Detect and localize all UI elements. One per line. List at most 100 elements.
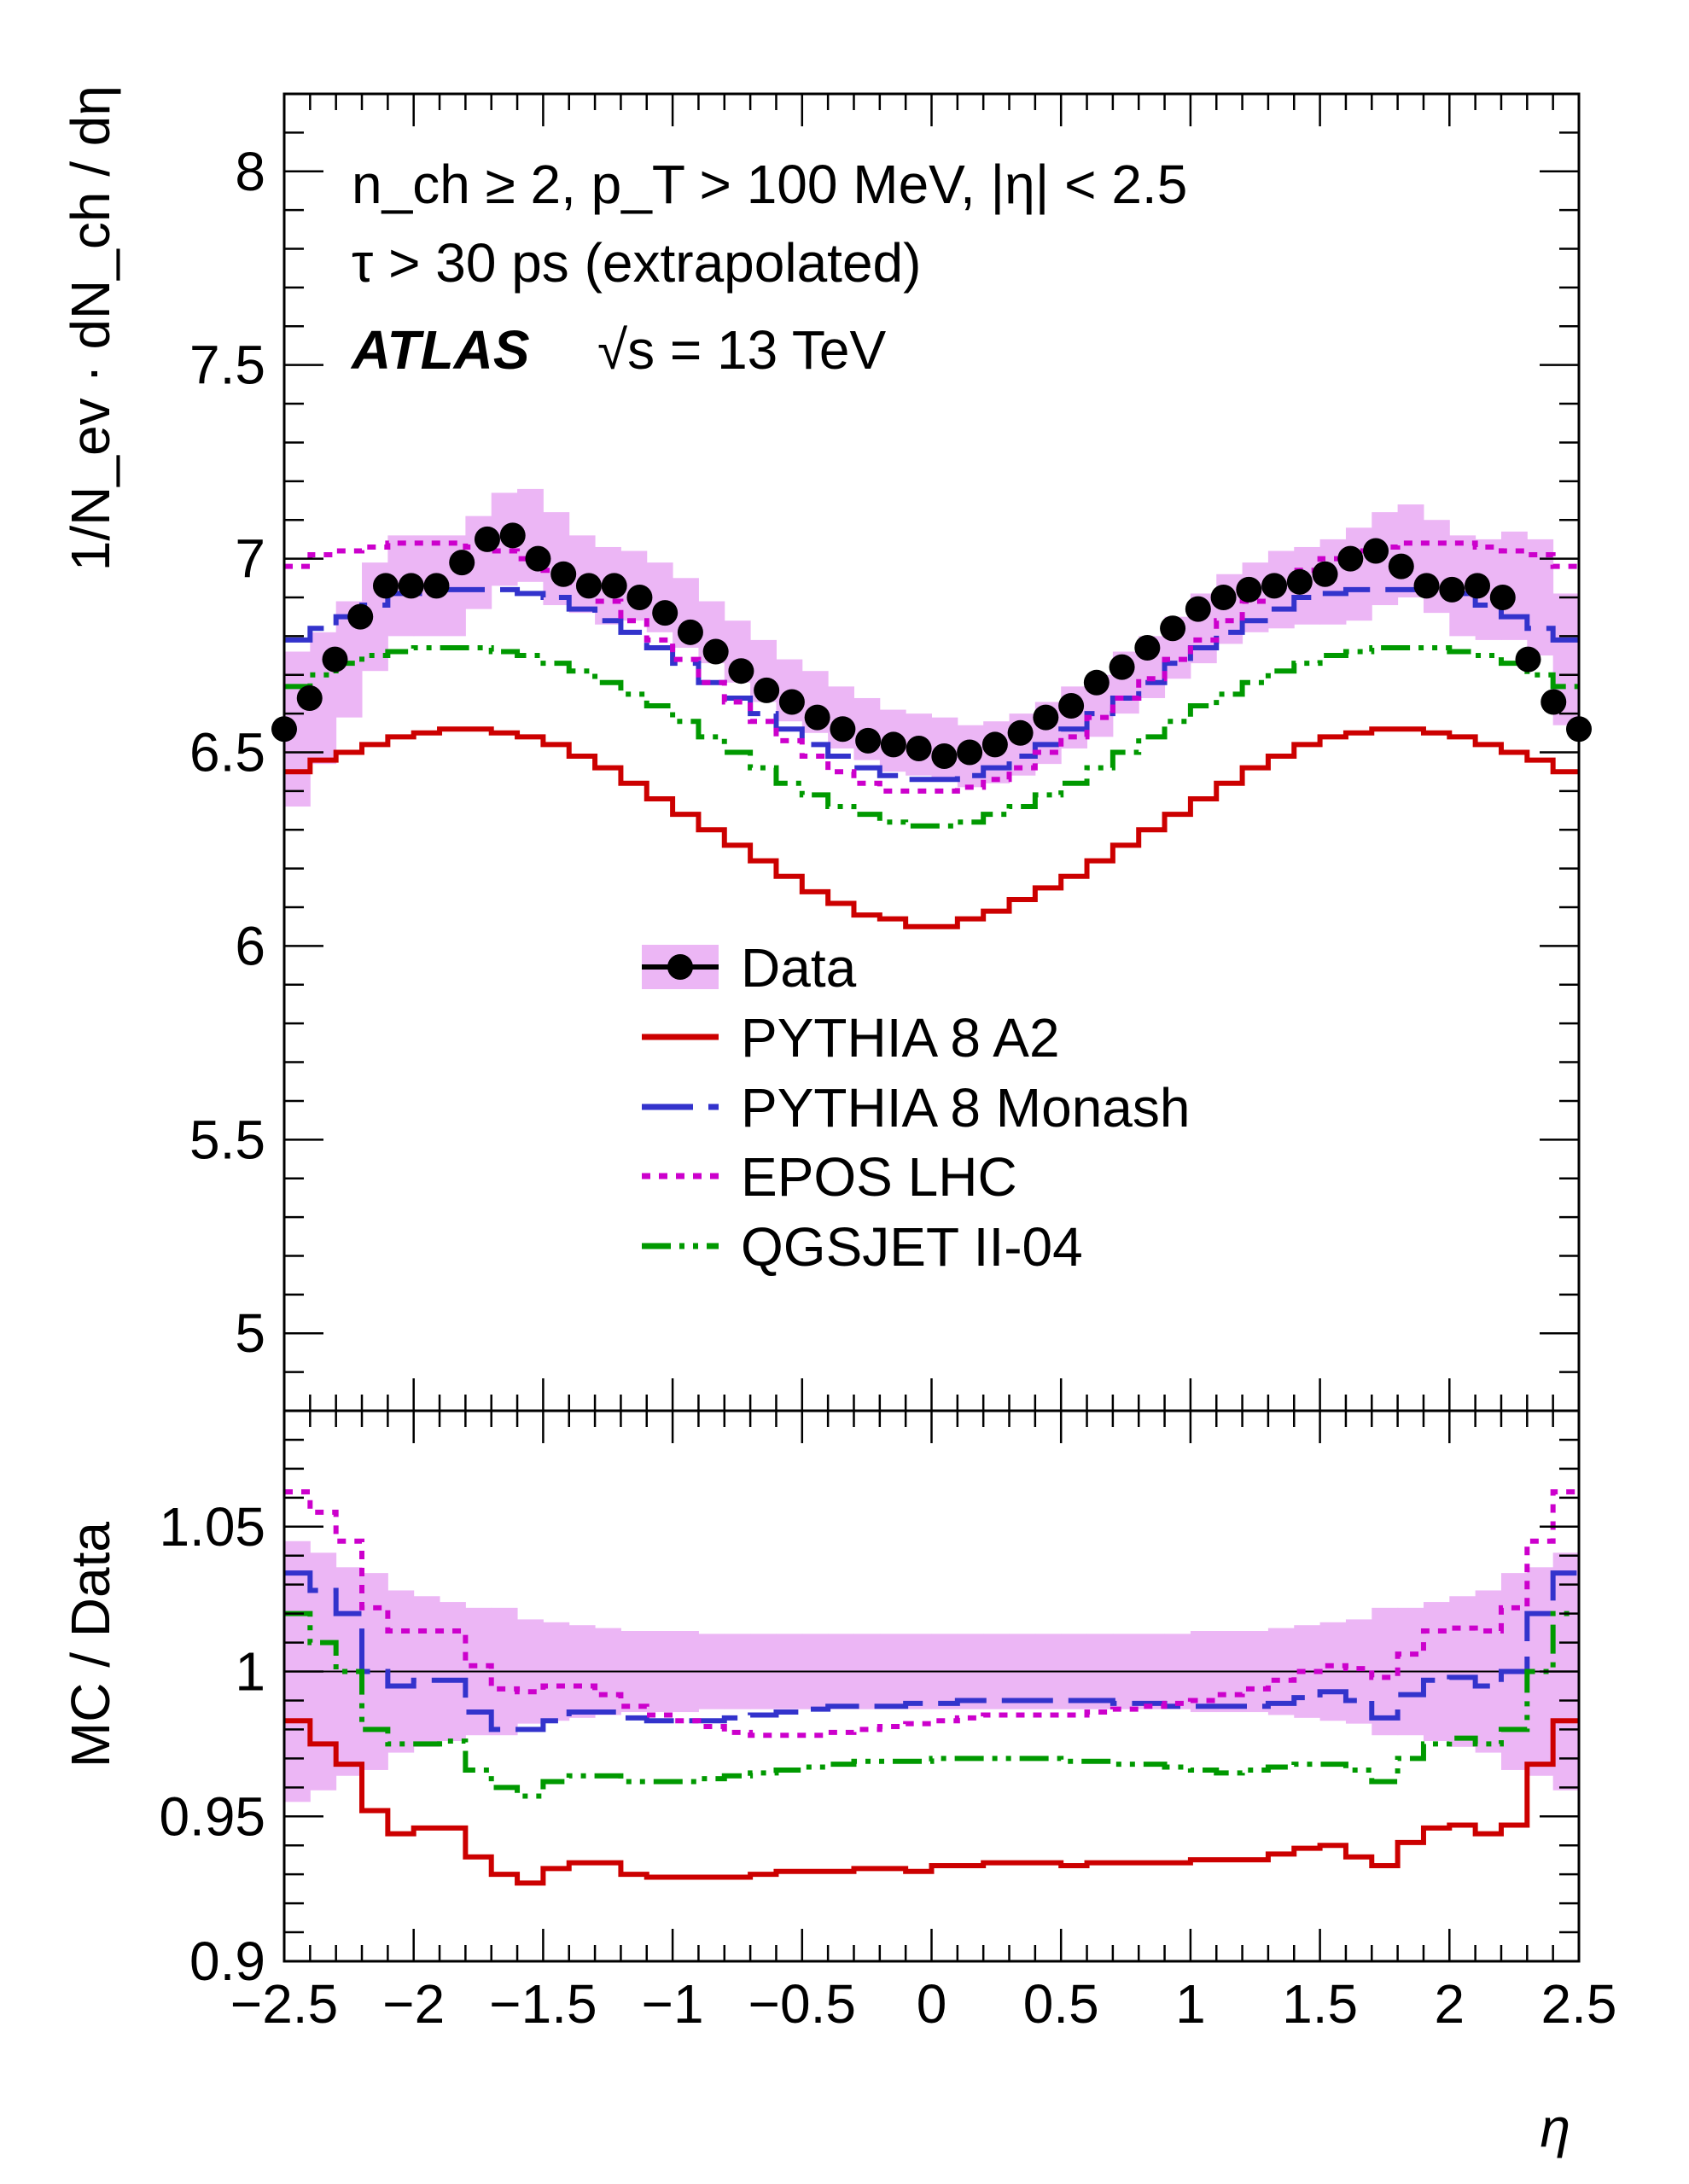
data-point: [804, 704, 830, 731]
data-point: [423, 573, 450, 599]
data-point: [1185, 596, 1211, 622]
data-point: [754, 677, 780, 703]
data-point: [499, 522, 526, 549]
data-point: [778, 689, 805, 715]
data-point: [1236, 576, 1262, 603]
data-point: [296, 684, 323, 711]
annotation-cuts: n_ch ≥ 2, p_T > 100 MeV, |η| < 2.5: [352, 154, 1187, 215]
legend-data-marker: [667, 954, 693, 980]
x-tick-label: 1.5: [1282, 1973, 1358, 2035]
data-point: [449, 550, 475, 576]
data-point: [1337, 545, 1364, 572]
data-point: [1134, 634, 1161, 661]
data-point: [1210, 584, 1237, 610]
data-point: [1109, 654, 1135, 680]
y-tick-label: 1.05: [159, 1496, 265, 1558]
legend-label: PYTHIA 8 Monash: [741, 1077, 1190, 1139]
data-point: [372, 573, 399, 599]
y-tick-label: 6.5: [189, 722, 265, 783]
data-point: [1312, 561, 1338, 587]
main-y-axis-title: 1/N_ev · dN_ch / dη: [60, 85, 121, 571]
data-point: [474, 526, 500, 552]
x-tick-label: 1: [1175, 1973, 1206, 2035]
x-tick-label: 0: [917, 1973, 947, 2035]
main-plot-area: 5 5.5 6 6.5 7 7.5 8: [189, 92, 1592, 1412]
data-point: [1363, 538, 1389, 564]
data-point: [347, 603, 374, 630]
series-line-pythia-8-monash: [284, 1570, 1579, 1733]
data-point: [626, 584, 653, 610]
x-axis-title-text: η: [1540, 2097, 1570, 2158]
data-point: [322, 646, 348, 673]
data-point: [1033, 704, 1059, 731]
data-point: [1261, 573, 1288, 599]
data-point: [1007, 719, 1034, 746]
legend-label: Data: [741, 937, 857, 999]
y-tick-label: 6: [235, 915, 265, 976]
data-point: [1515, 646, 1541, 673]
annotation-lifetime: τ > 30 ps (extrapolated): [352, 232, 921, 294]
y-tick-label: 1: [235, 1641, 265, 1703]
data-point: [677, 619, 703, 645]
y-tick-label: 7: [235, 528, 265, 590]
x-tick-label: −0.5: [748, 1973, 856, 2035]
data-point: [1286, 568, 1313, 595]
data-point: [652, 600, 679, 626]
data-point: [906, 735, 932, 761]
legend: Data PYTHIA 8 A2 PYTHIA 8 Monash EPOS LHC QG…: [642, 937, 1190, 1278]
y-tick-label: 0.95: [159, 1785, 265, 1847]
y-tick-label: 5: [235, 1302, 265, 1364]
atlas-label: ATLAS: [350, 319, 530, 381]
x-tick-label: 2.5: [1541, 1973, 1617, 2035]
series-line-qgsjet-ii-04: [284, 644, 1579, 829]
data-point: [1388, 553, 1414, 579]
y-tick-label: 8: [235, 141, 265, 202]
data-point: [525, 545, 551, 572]
x-tick-label: −1.5: [489, 1973, 597, 2035]
data-point: [1489, 584, 1516, 610]
data-point: [728, 658, 754, 684]
x-tick-label: 2: [1435, 1973, 1465, 2035]
ratio-y-axis-title: MC / Data: [60, 1522, 121, 1768]
y-tick-label: 5.5: [189, 1109, 265, 1170]
series-line-pythia-8-monash: [284, 586, 1579, 783]
main-y-axis-title-text: 1/N_ev · dN_ch / dη: [60, 85, 121, 571]
legend-label: EPOS LHC: [741, 1146, 1017, 1208]
data-point: [855, 727, 882, 754]
x-tick-label: −1: [642, 1973, 704, 2035]
y-tick-label: 0.9: [189, 1931, 265, 1992]
data-point: [1465, 573, 1491, 599]
data-point: [1160, 615, 1186, 642]
data-point: [1058, 693, 1085, 719]
data-point: [1439, 576, 1465, 603]
data-point: [1083, 669, 1109, 696]
data-point: [957, 739, 983, 766]
x-tick-label: −2: [382, 1973, 445, 2035]
x-tick-label: 0.5: [1023, 1973, 1099, 2035]
ratio-plot-area: 0.9 0.95 1 1.05 −2.5 −2 −1.5 −1 −0.5 0 0.5 1 1.5 2 2.5: [159, 1409, 1617, 2035]
y-tick-label: 7.5: [189, 335, 265, 396]
data-point: [931, 743, 958, 770]
plot-annotations: n_ch ≥ 2, p_T > 100 MeV, |η| < 2.5 τ > 30…: [350, 154, 1187, 381]
legend-label: QGSJET II-04: [741, 1216, 1083, 1278]
x-axis-title: η: [1540, 2097, 1570, 2158]
data-point: [702, 638, 729, 665]
x-tick-label: −2.5: [230, 1973, 338, 2035]
data-point: [1540, 689, 1567, 715]
series-line-pythia-8-a2: [284, 726, 1579, 929]
ratio-y-axis-title-text: MC / Data: [60, 1522, 121, 1768]
energy-label: √s = 13 TeV: [597, 319, 886, 381]
data-point: [880, 731, 906, 758]
data-point: [398, 573, 424, 599]
data-point: [550, 561, 577, 587]
data-point: [981, 731, 1008, 758]
data-point: [830, 716, 856, 743]
data-point: [601, 573, 627, 599]
data-point: [575, 573, 602, 599]
series-line-pythia-8-a2: [284, 1718, 1579, 1886]
legend-label: PYTHIA 8 A2: [741, 1007, 1060, 1069]
series-line-epos-lhc: [284, 1489, 1579, 1738]
data-point: [1413, 573, 1440, 599]
